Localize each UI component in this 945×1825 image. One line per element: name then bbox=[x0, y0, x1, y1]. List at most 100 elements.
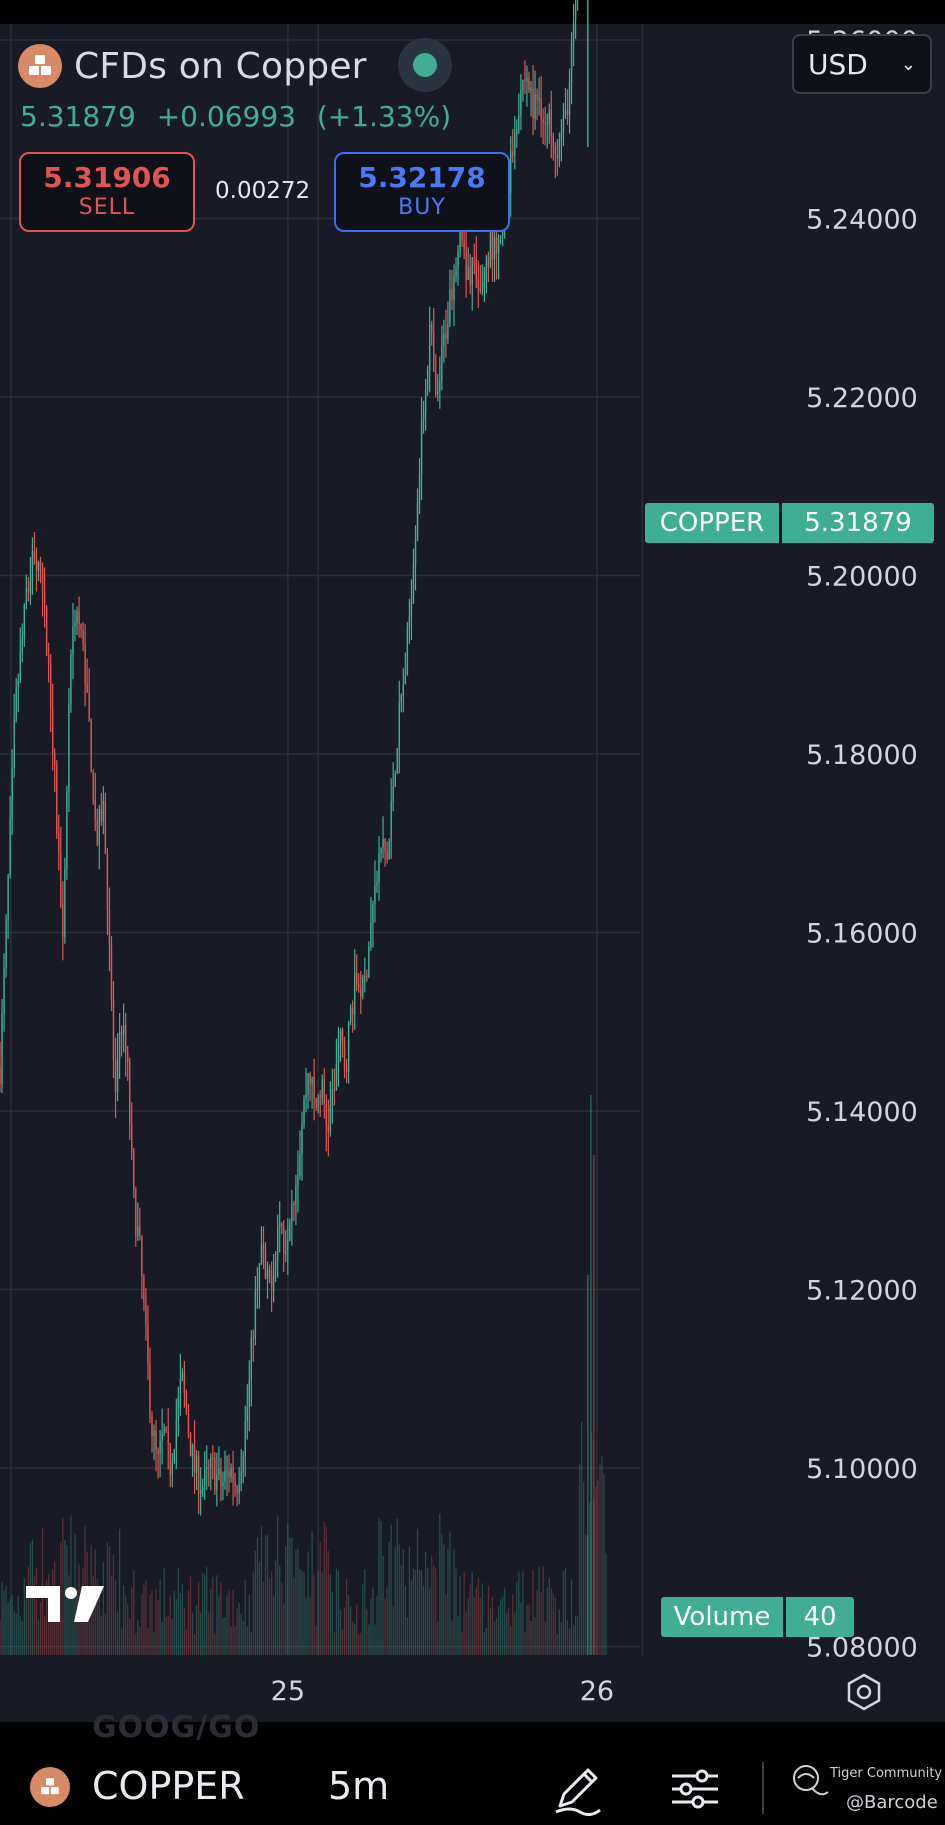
buy-button[interactable]: 5.32178 BUY bbox=[334, 152, 510, 232]
candle-body bbox=[35, 557, 38, 571]
volume-bar bbox=[566, 1620, 569, 1655]
price-change-pct: (+1.33%) bbox=[316, 100, 452, 133]
volume-bar bbox=[590, 1095, 592, 1655]
volume-bar bbox=[518, 1571, 520, 1655]
candle-body bbox=[23, 604, 26, 638]
candle-body bbox=[262, 1244, 265, 1254]
volume-bar bbox=[579, 1464, 581, 1655]
volume-bar bbox=[60, 1542, 62, 1655]
volume-bar bbox=[275, 1560, 277, 1655]
price-change: +0.06993 bbox=[156, 100, 296, 133]
volume-bar bbox=[297, 1548, 299, 1655]
volume-bar bbox=[568, 1628, 571, 1655]
currency-select[interactable]: USD ⌄ bbox=[792, 34, 932, 94]
volume-bar bbox=[181, 1584, 184, 1655]
candle-body bbox=[9, 817, 11, 876]
volume-bar bbox=[13, 1611, 15, 1655]
volume-bar bbox=[378, 1518, 380, 1655]
volume-bar bbox=[427, 1567, 429, 1655]
volume-bar bbox=[348, 1594, 350, 1655]
candle-body bbox=[530, 88, 532, 91]
volume-bar bbox=[303, 1571, 305, 1655]
volume-bar bbox=[311, 1531, 313, 1655]
volume-bar bbox=[380, 1521, 382, 1655]
toolbar-divider bbox=[762, 1762, 764, 1814]
candle-body bbox=[254, 1290, 257, 1339]
volume-bar bbox=[382, 1555, 384, 1655]
price-axis: 5.400005.380005.360005.340005.300005.280… bbox=[806, 26, 918, 1664]
volume-bar bbox=[601, 1455, 603, 1655]
price-chart[interactable]: 5.400005.380005.360005.340005.300005.280… bbox=[0, 0, 945, 1722]
last-price-value-tag: 5.31879 bbox=[782, 503, 934, 543]
symbol-selector[interactable]: COPPER bbox=[92, 1764, 245, 1808]
tiger-community-icon bbox=[793, 1765, 829, 1796]
symbol-title[interactable]: CFDs on Copper bbox=[74, 45, 367, 87]
community-label: Tiger Community bbox=[830, 1766, 943, 1781]
candle-body bbox=[197, 1455, 200, 1494]
volume-bar bbox=[368, 1624, 370, 1655]
candle-body bbox=[538, 98, 540, 101]
volume-bar bbox=[453, 1549, 455, 1655]
candle-body bbox=[208, 1467, 210, 1469]
candle-body bbox=[60, 851, 62, 905]
sliders-icon[interactable] bbox=[668, 1762, 722, 1816]
copper-logo-icon bbox=[30, 1767, 70, 1807]
candle-body bbox=[266, 1269, 269, 1279]
candle-body bbox=[139, 1226, 141, 1236]
volume-bar bbox=[193, 1634, 196, 1655]
volume-bar bbox=[370, 1598, 372, 1655]
candle-body bbox=[161, 1432, 163, 1442]
volume-bar bbox=[439, 1513, 441, 1655]
candle-body bbox=[149, 1363, 151, 1418]
candle-body bbox=[33, 551, 36, 558]
volume-bar bbox=[183, 1607, 186, 1655]
candle-body bbox=[349, 1007, 352, 1023]
candle-body bbox=[19, 650, 21, 682]
volume-bar bbox=[449, 1531, 451, 1655]
volume-bar bbox=[554, 1597, 556, 1655]
candle-body bbox=[558, 139, 561, 159]
volume-bar bbox=[528, 1604, 530, 1655]
volume-bar bbox=[171, 1619, 173, 1655]
candle-body bbox=[339, 1029, 342, 1042]
volume-bar bbox=[445, 1594, 447, 1655]
candle-body bbox=[366, 975, 368, 978]
candle-body bbox=[163, 1427, 165, 1433]
volume-bar bbox=[471, 1571, 473, 1655]
pencil-icon[interactable] bbox=[550, 1762, 604, 1816]
volume-bar bbox=[577, 1616, 579, 1655]
candle-body bbox=[108, 910, 111, 946]
candle-body bbox=[512, 150, 514, 156]
timeframe-selector[interactable]: 5m bbox=[328, 1764, 390, 1808]
volume-bar bbox=[299, 1569, 301, 1655]
volume-bar bbox=[114, 1579, 117, 1655]
price-tick-label: 5.10000 bbox=[806, 1454, 918, 1485]
candle-body bbox=[465, 249, 467, 280]
candle-body bbox=[70, 654, 72, 705]
candle-body bbox=[408, 616, 411, 628]
tradingview-logo-icon[interactable] bbox=[24, 1582, 106, 1626]
sell-button[interactable]: 5.31906 SELL bbox=[19, 152, 195, 232]
candle-body bbox=[92, 772, 94, 800]
candle-body bbox=[548, 109, 550, 124]
volume-bar bbox=[591, 1432, 593, 1655]
volume-bar bbox=[422, 1585, 425, 1655]
time-tick-label: 25 bbox=[271, 1676, 305, 1707]
candle-body bbox=[64, 868, 66, 938]
buy-label: BUY bbox=[398, 195, 446, 220]
volume-bar bbox=[500, 1599, 502, 1655]
market-status-dot-icon[interactable] bbox=[398, 38, 452, 92]
volume-bar bbox=[100, 1615, 102, 1655]
volume-bar bbox=[307, 1551, 309, 1655]
volume-bar bbox=[526, 1604, 528, 1655]
candle-body bbox=[226, 1470, 228, 1472]
candle-body bbox=[169, 1443, 171, 1475]
candle-body bbox=[173, 1449, 176, 1462]
candle-body bbox=[388, 840, 390, 860]
candle-body bbox=[499, 236, 502, 239]
gear-icon[interactable] bbox=[844, 1672, 884, 1712]
volume-bar bbox=[218, 1595, 220, 1655]
candle-body bbox=[309, 1073, 311, 1085]
volume-bar bbox=[262, 1581, 265, 1655]
price-summary: 5.31879 +0.06993 (+1.33%) bbox=[20, 100, 463, 133]
